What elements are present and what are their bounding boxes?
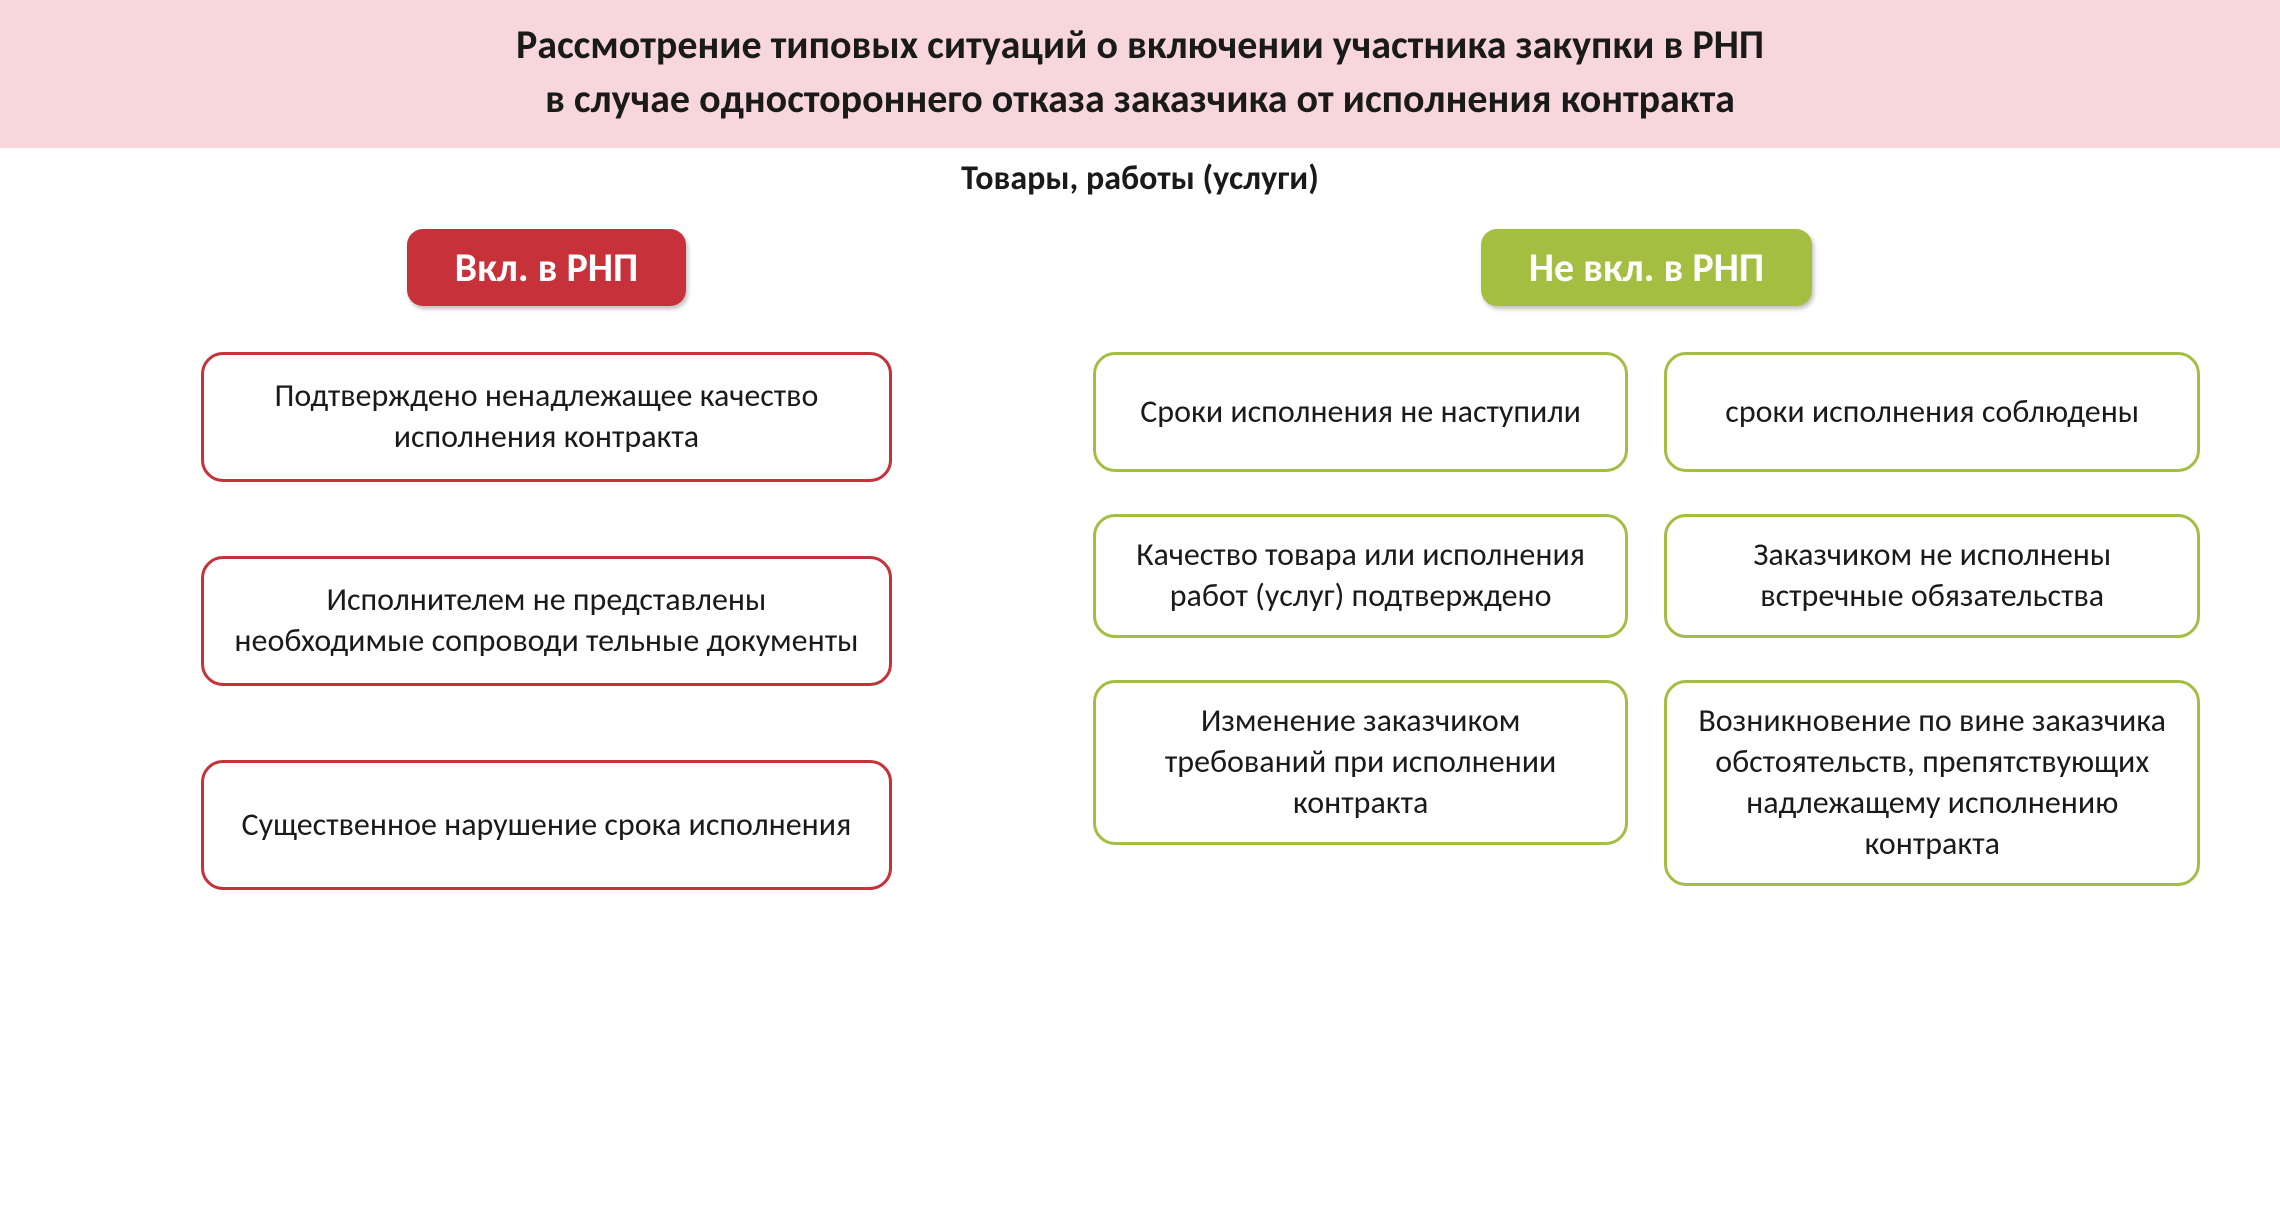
not-included-card: Заказчиком не исполнены встречные обязат… — [1664, 514, 2200, 638]
included-items: Подтверждено ненадлежащее качество испол… — [201, 352, 891, 890]
columns: Вкл. в РНП Подтверждено ненадлежащее кач… — [0, 229, 2280, 890]
title-line-1: Рассмотрение типовых ситуаций о включени… — [40, 18, 2240, 72]
included-card: Подтверждено ненадлежащее качество испол… — [201, 352, 891, 482]
not-included-card: Сроки исполнения не наступили — [1093, 352, 1629, 472]
badge-not-included: Не вкл. в РНП — [1481, 229, 1812, 306]
included-card: Существенное нарушение срока исполнения — [201, 760, 891, 890]
column-not-included: Не вкл. в РНП Сроки исполнения не наступ… — [1093, 229, 2200, 890]
included-card: Исполнителем не представлены необходимые… — [201, 556, 891, 686]
not-included-card: сроки исполнения соблюдены — [1664, 352, 2200, 472]
column-included: Вкл. в РНП Подтверждено ненадлежащее кач… — [80, 229, 1013, 890]
not-included-card: Изменение заказчиком требований при испо… — [1093, 680, 1629, 845]
subtitle: Товары, работы (услуги) — [0, 148, 2280, 199]
not-included-card: Возникновение по вине заказчика обстояте… — [1664, 680, 2200, 886]
title-bar: Рассмотрение типовых ситуаций о включени… — [0, 0, 2280, 148]
not-included-items: Сроки исполнения не наступили сроки испол… — [1093, 352, 2200, 886]
not-included-card: Качество товара или исполнения работ (ус… — [1093, 514, 1629, 638]
title-line-2: в случае одностороннего отказа заказчика… — [40, 72, 2240, 126]
badge-included: Вкл. в РНП — [407, 229, 687, 306]
